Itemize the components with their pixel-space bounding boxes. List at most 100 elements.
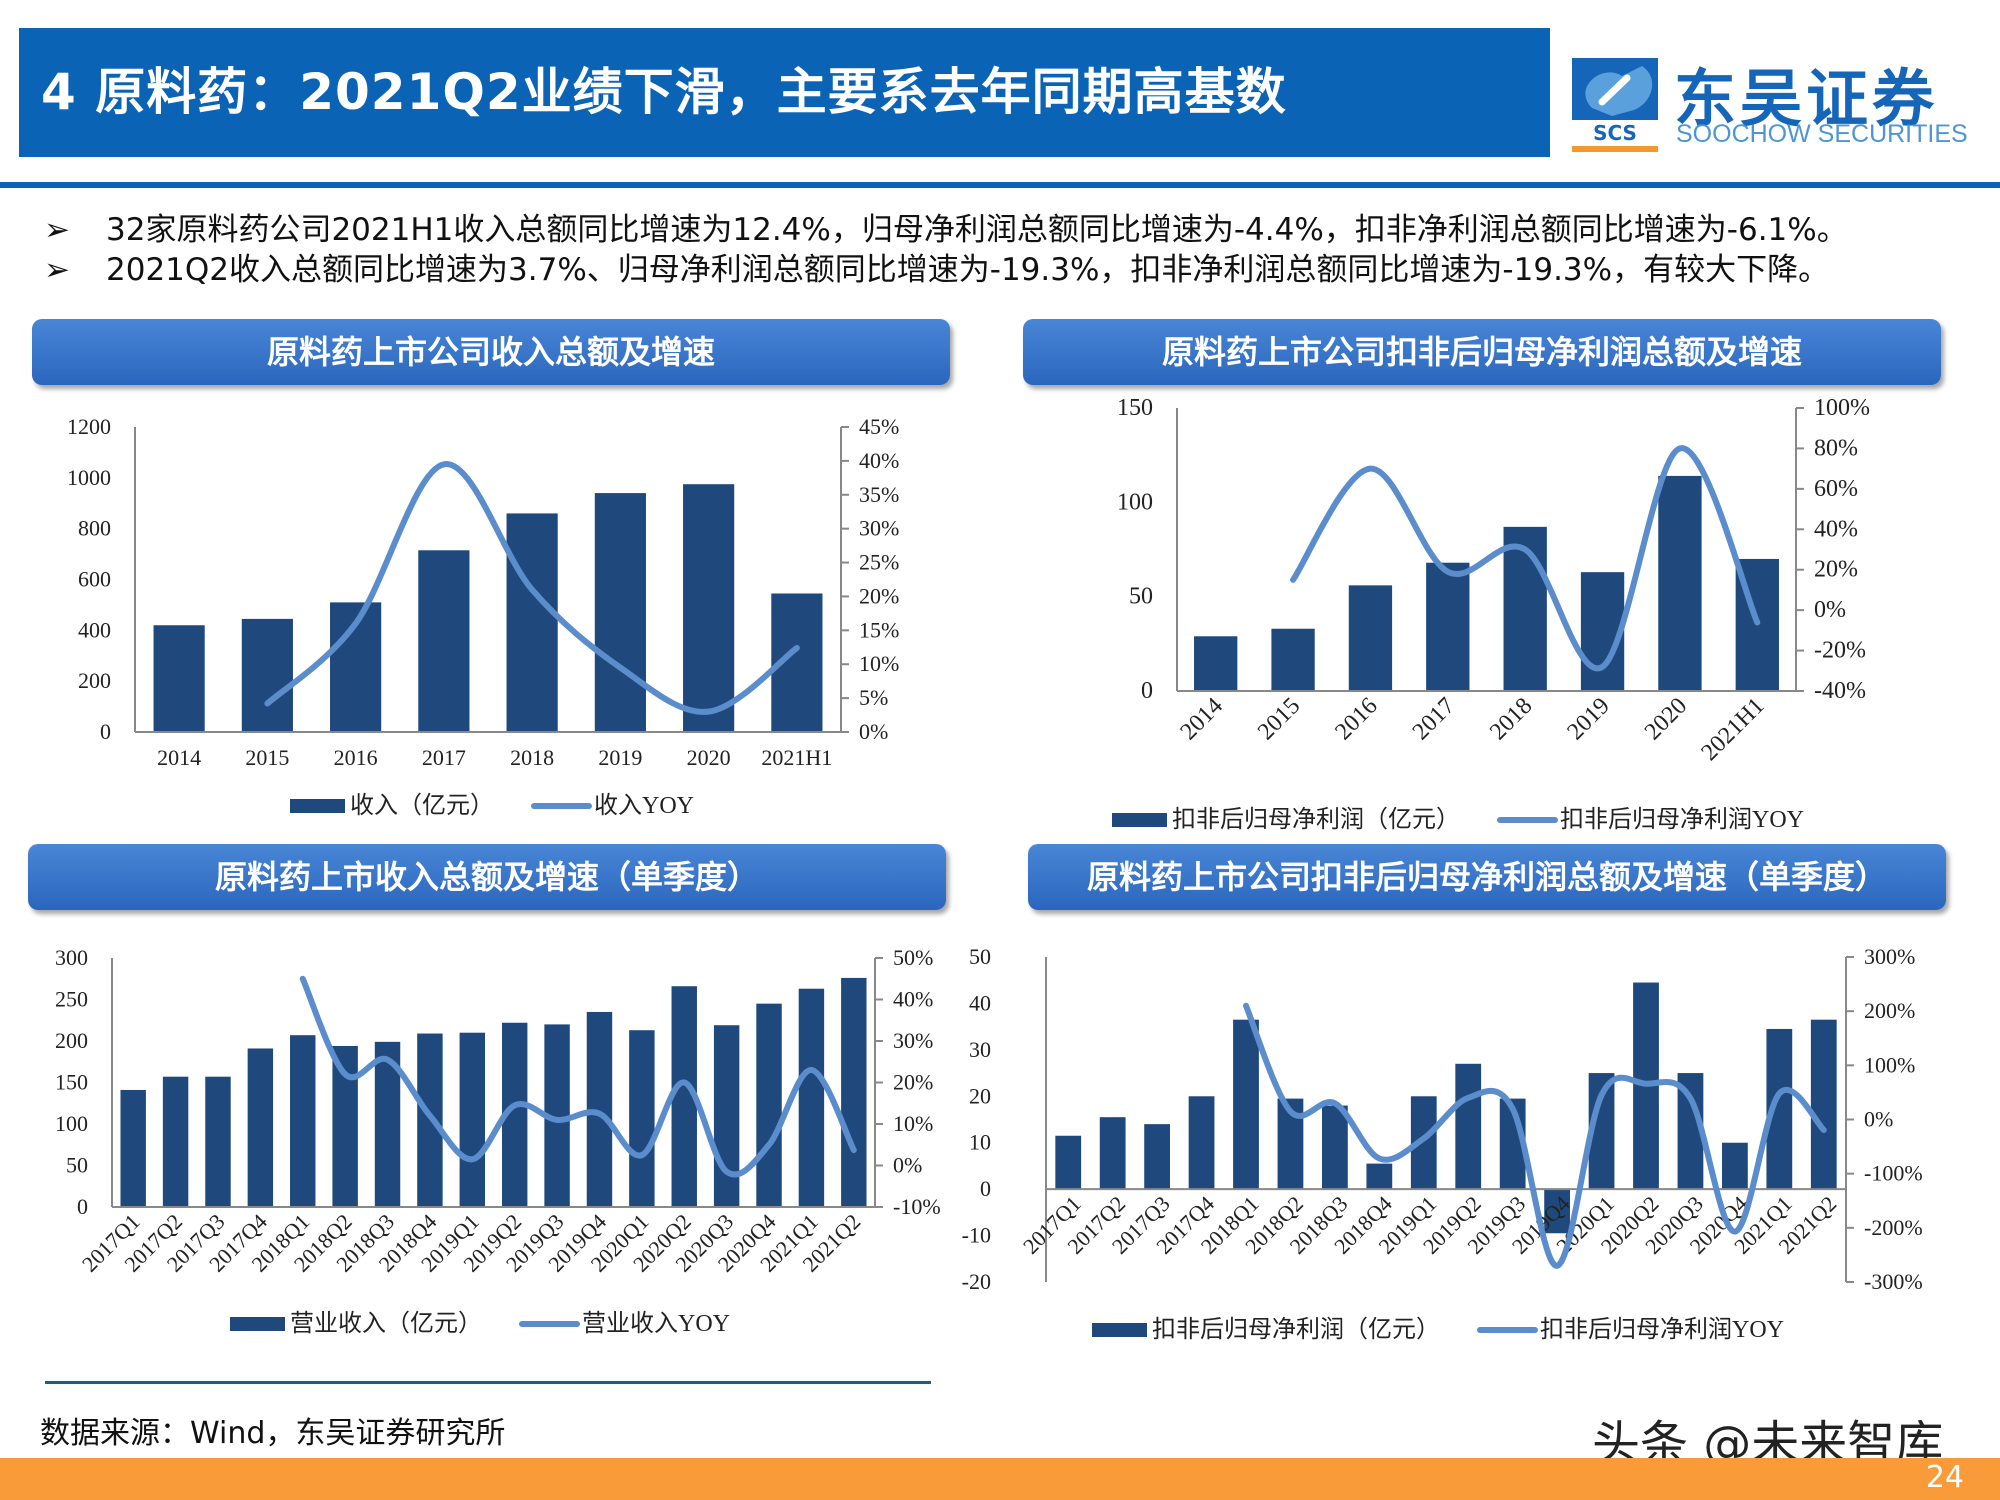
left-tick-label: 800 (78, 516, 111, 541)
page-title: 4 原料药：2021Q2业绩下滑，主要系去年同期高基数 (41, 63, 1287, 121)
left-tick-label: 400 (78, 617, 111, 642)
left-tick-label: 40 (969, 990, 991, 1015)
legend-bar-swatch (230, 1317, 285, 1331)
x-tick-label: 2014 (1176, 693, 1228, 745)
left-tick-label: 50 (969, 944, 991, 969)
right-tick-label: 80% (1814, 435, 1858, 461)
left-tick-label: 100 (1117, 489, 1153, 515)
x-tick-label: 2021H1 (1696, 693, 1769, 766)
bar (1722, 1142, 1748, 1190)
bar (1348, 585, 1393, 691)
x-tick-label: 2015 (1253, 693, 1305, 745)
legend-bar-label: 营业收入（亿元） (290, 1310, 482, 1337)
chart-title-annual-revenue: 原料药上市公司收入总额及增速 (32, 319, 950, 385)
left-tick-label: 100 (55, 1111, 88, 1136)
scs-logo-icon: SCS (1572, 58, 1658, 152)
chart-title-annual-profit: 原料药上市公司扣非后归母净利润总额及增速 (1023, 319, 1941, 385)
chart-1: 0 50 100 150 -40% -20% 0% 20% 40% 60% 80% 100% 2014 2… (1112, 395, 1870, 833)
bar (241, 618, 293, 732)
right-tick-label: 0% (1864, 1107, 1893, 1132)
bar (594, 493, 646, 732)
bar (1426, 562, 1470, 691)
bar (1144, 1124, 1170, 1190)
legend-bar-label: 收入（亿元） (350, 792, 494, 819)
x-tick-label: 2019 (598, 745, 642, 770)
arrow-bullet-icon: ➢ (44, 252, 70, 288)
bullet-item: ➢ 32家原料药公司2021H1收入总额同比增速为12.4%，归母净利润总额同比增… (44, 210, 1848, 250)
right-tick-label: 30% (893, 1028, 933, 1053)
right-tick-label: 5% (859, 685, 888, 710)
bar (1366, 1163, 1393, 1190)
chart-2: 050100150200250300-10%0%10%20%30%40%50%2… (55, 945, 941, 1337)
page-number: 24 (1925, 1460, 1964, 1495)
left-tick-label: 0 (77, 1194, 88, 1219)
bar (1658, 475, 1702, 691)
left-tick-label: 150 (1117, 395, 1153, 421)
chart-0: 0 200 400 600 800 1000 1200 0% 5% 10% 15% 20% 25% 30%… (67, 414, 899, 819)
chart-title-quarterly-profit: 原料药上市公司扣非后归母净利润总额及增速（单季度） (1028, 844, 1946, 910)
legend-bar-swatch (1112, 813, 1167, 827)
right-tick-label: 60% (1814, 476, 1858, 502)
bar (120, 1089, 146, 1207)
bar (153, 625, 205, 732)
right-tick-label: 0% (1814, 597, 1846, 623)
x-tick-label: 2016 (1330, 693, 1382, 745)
left-tick-label: 50 (1129, 584, 1153, 610)
legend-line-label: 营业收入YOY (582, 1310, 730, 1337)
right-tick-label: 20% (893, 1070, 933, 1095)
left-tick-label: 1000 (67, 465, 111, 490)
chart-3: -20 -10 0 10 20 30 40 50 -300% -200% -100% 0% 100% 20… (962, 944, 1923, 1343)
legend-line-label: 收入YOY (594, 792, 694, 819)
left-tick-label: -10 (962, 1223, 991, 1248)
left-tick-label: 10 (969, 1130, 991, 1155)
x-tick-label: 2017 (422, 745, 466, 770)
right-tick-label: 50% (893, 945, 933, 970)
right-tick-label: 10% (859, 651, 899, 676)
x-tick-label: 2014 (157, 745, 201, 770)
bullet-item: ➢ 2021Q2收入总额同比增速为3.7%、归母净利润总额同比增速为-19.3%，… (44, 250, 1848, 290)
legend-bar-swatch (290, 799, 345, 813)
arrow-bullet-icon: ➢ (44, 212, 70, 248)
bar (841, 977, 867, 1207)
summary-bullets: ➢ 32家原料药公司2021H1收入总额同比增速为12.4%，归母净利润总额同比增… (44, 210, 1848, 290)
logo-chinese-name: 东吴证券 (1674, 62, 1939, 135)
bar (629, 1030, 655, 1207)
x-tick-label: 2016 (334, 745, 378, 770)
left-tick-label: 0 (100, 719, 111, 744)
left-tick-label: 600 (78, 567, 111, 592)
logo-english-name: SOOCHOW SECURITIES (1676, 120, 1968, 148)
left-tick-label: 300 (55, 945, 88, 970)
bullet-text: 2021Q2收入总额同比增速为3.7%、归母净利润总额同比增速为-19.3%，扣… (106, 252, 1830, 288)
right-tick-label: -200% (1864, 1215, 1923, 1240)
bar (1233, 1019, 1259, 1190)
right-tick-label: -10% (893, 1194, 941, 1219)
bar (205, 1076, 231, 1207)
legend-bar-swatch (1092, 1323, 1147, 1337)
right-tick-label: 15% (859, 617, 899, 642)
bar (1188, 1096, 1215, 1190)
bar (459, 1032, 486, 1207)
left-tick-label: 250 (55, 987, 88, 1012)
bar (1544, 1189, 1570, 1234)
bar (798, 988, 825, 1207)
right-tick-label: -40% (1814, 678, 1866, 704)
left-tick-label: 30 (969, 1037, 991, 1062)
left-tick-label: -20 (962, 1269, 991, 1294)
legend-line-label: 扣非后归母净利润YOY (1560, 806, 1804, 833)
footer-bar (0, 1458, 2000, 1500)
right-tick-label: 0% (859, 719, 888, 744)
x-tick-label: 2017 (1408, 693, 1460, 745)
x-tick-label: 2018 (510, 745, 554, 770)
footer-divider (45, 1381, 931, 1384)
company-logo: SCS 东吴证券 SOOCHOW SECURITIES (1570, 52, 1990, 152)
right-tick-label: 40% (893, 987, 933, 1012)
legend-line-label: 扣非后归母净利润YOY (1540, 1316, 1784, 1343)
right-tick-label: 20% (1814, 557, 1858, 583)
x-tick-label: 2021H1 (761, 745, 832, 770)
left-tick-label: 1200 (67, 414, 111, 439)
right-tick-label: 45% (859, 414, 899, 439)
x-tick-label: 2020 (1640, 693, 1692, 745)
x-tick-label: 2020 (687, 745, 731, 770)
legend-bar-label: 扣非后归母净利润（亿元） (1172, 806, 1460, 833)
